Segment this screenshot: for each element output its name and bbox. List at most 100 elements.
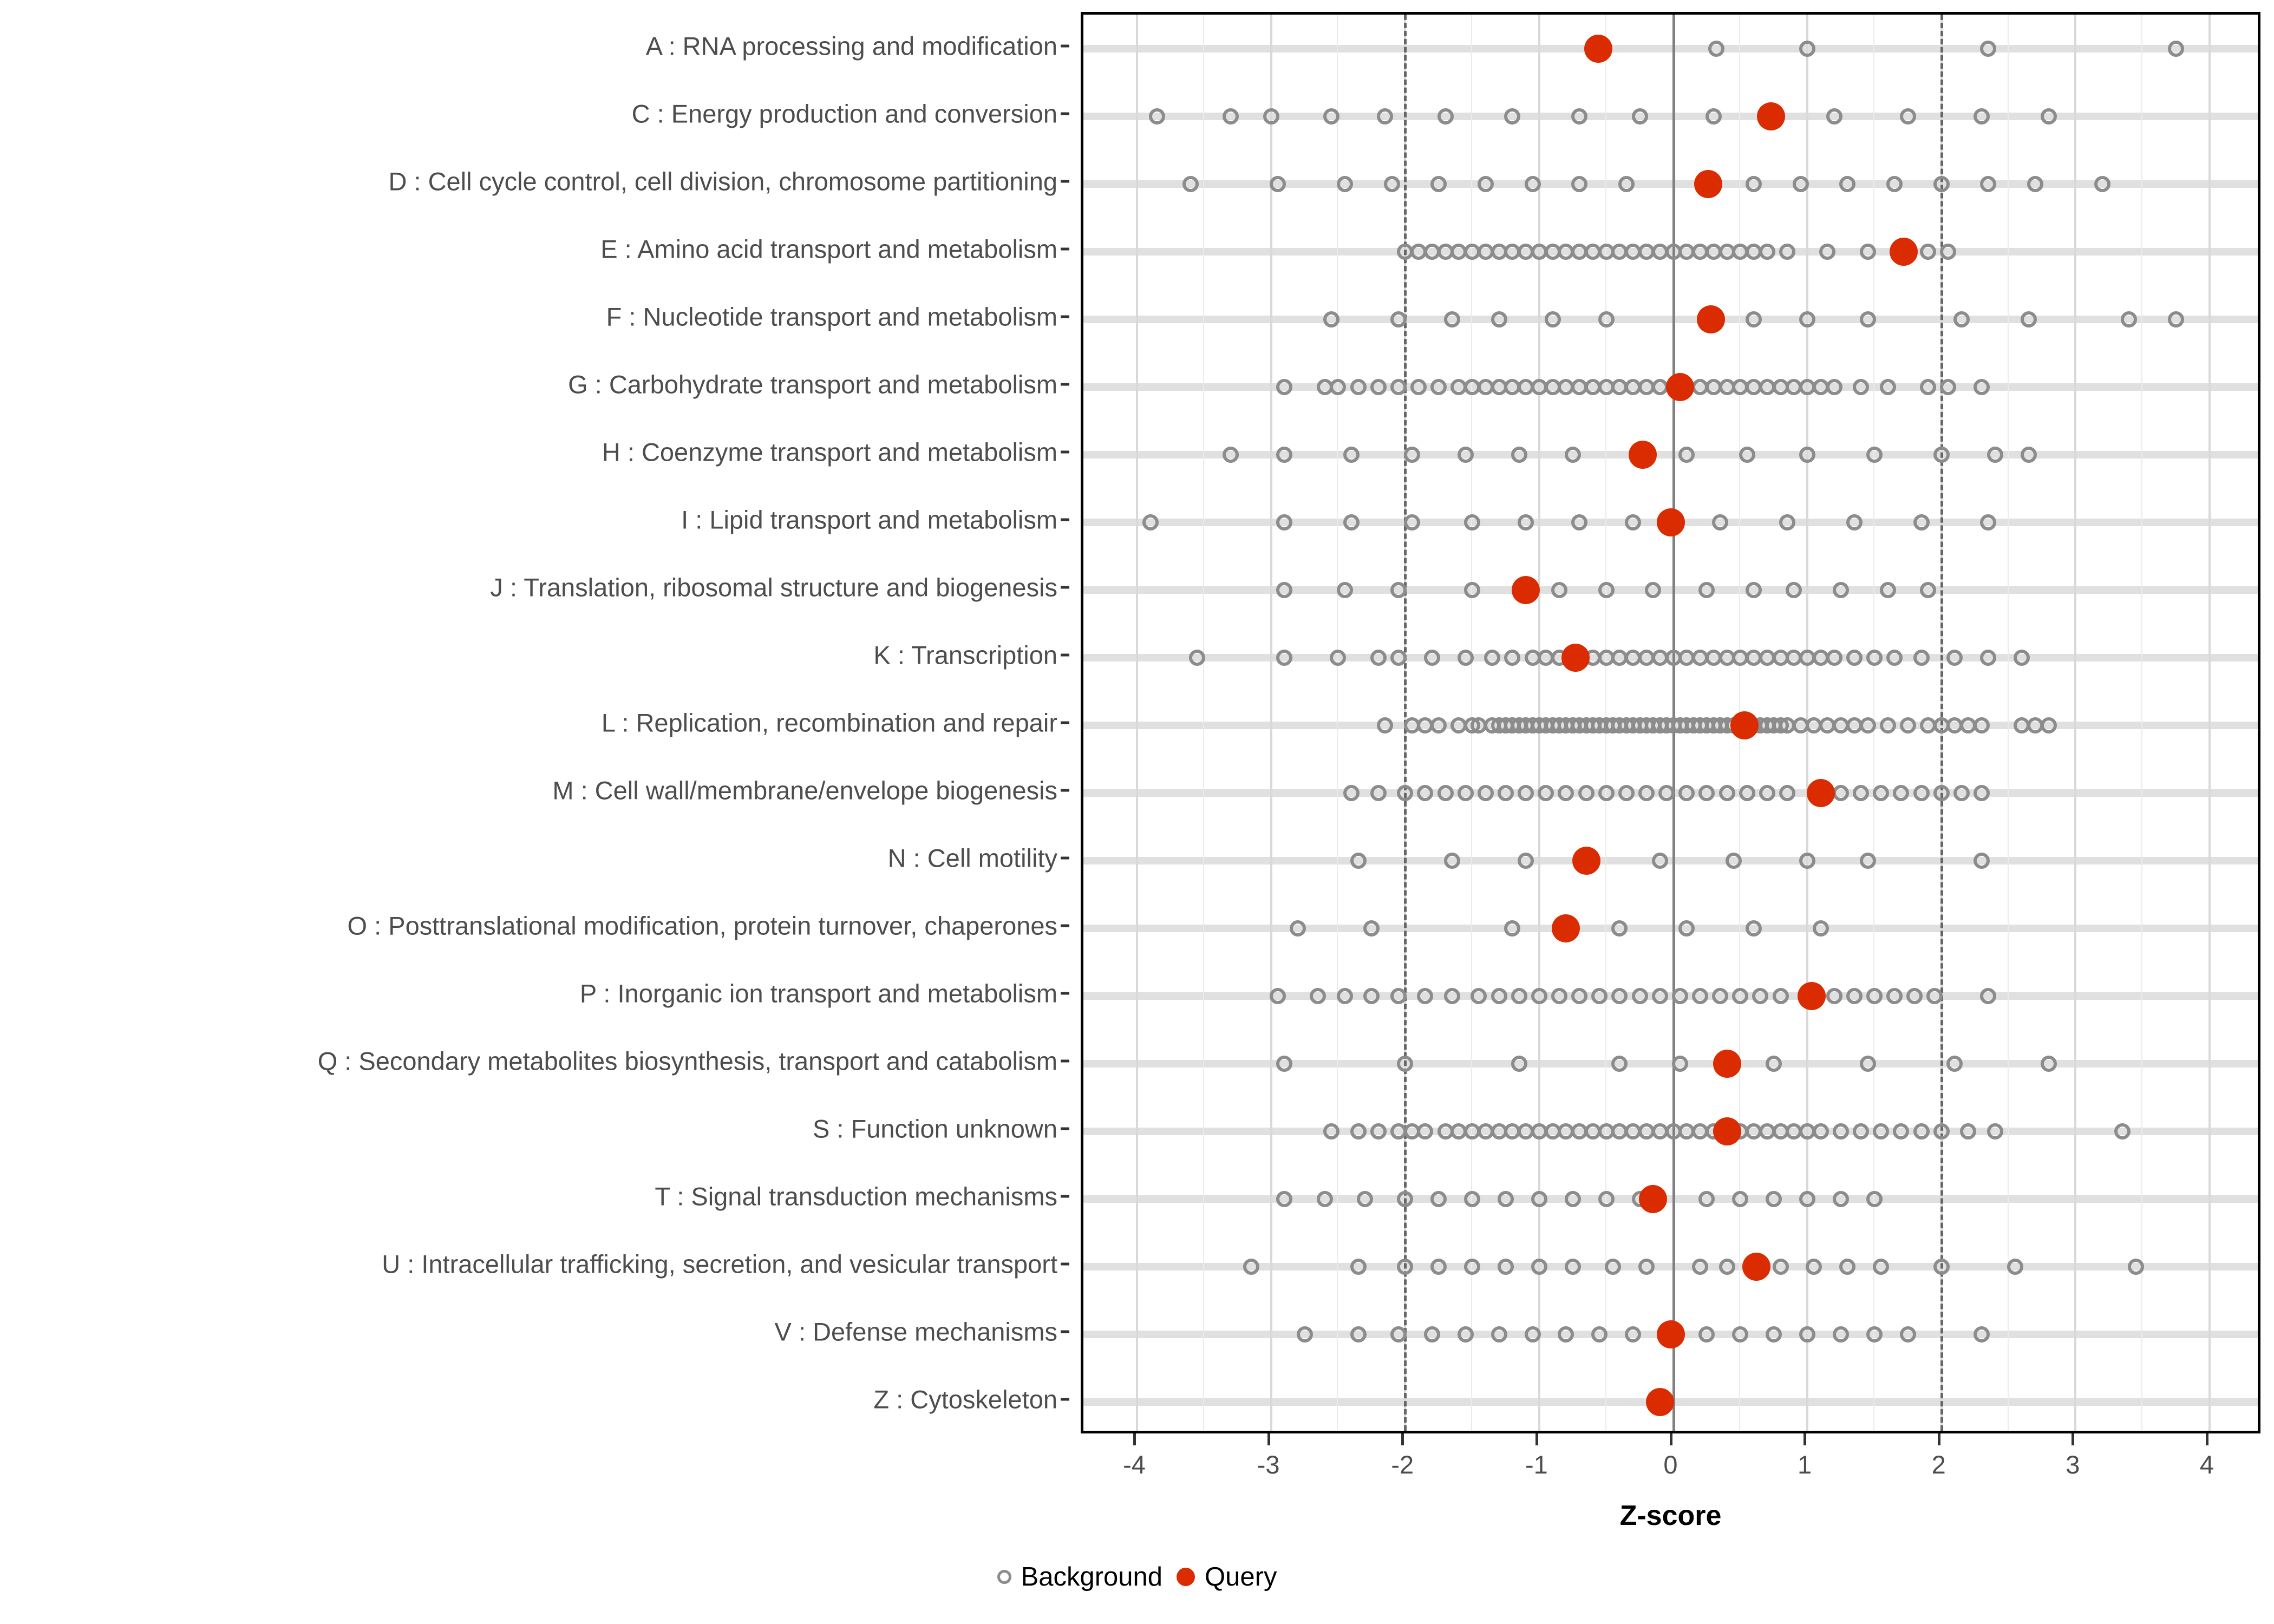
background-point bbox=[1933, 1259, 1950, 1275]
background-point bbox=[1873, 785, 1890, 802]
background-point bbox=[1960, 1123, 1977, 1140]
query-point[interactable] bbox=[1742, 1253, 1771, 1281]
background-point bbox=[1833, 785, 1850, 802]
background-point bbox=[1497, 1191, 1514, 1208]
background-point bbox=[1766, 1191, 1782, 1208]
query-point[interactable] bbox=[1713, 1050, 1741, 1078]
background-point bbox=[1403, 446, 1420, 463]
background-point bbox=[1919, 243, 1936, 260]
background-point bbox=[1518, 853, 1534, 869]
query-point[interactable] bbox=[1645, 1388, 1674, 1417]
background-point bbox=[1819, 243, 1836, 260]
x-gridline bbox=[2208, 15, 2211, 1431]
query-point[interactable] bbox=[1730, 711, 1759, 739]
background-point bbox=[1698, 1191, 1715, 1208]
y-axis-tick-label: S : Function unknown bbox=[813, 1114, 1057, 1143]
background-point bbox=[1383, 175, 1400, 192]
background-point bbox=[1933, 785, 1950, 802]
background-point bbox=[1873, 1123, 1890, 1140]
background-point bbox=[1430, 717, 1447, 734]
background-point bbox=[1611, 1056, 1628, 1072]
background-point bbox=[1732, 1326, 1749, 1343]
query-point[interactable] bbox=[1806, 779, 1835, 808]
y-axis-tick-mark bbox=[1061, 1262, 1069, 1266]
background-point bbox=[1899, 108, 1916, 125]
background-point bbox=[1457, 446, 1474, 463]
row-gridline bbox=[1083, 992, 2258, 1000]
background-point bbox=[1953, 311, 1970, 328]
background-point bbox=[1491, 988, 1507, 1005]
background-point bbox=[1933, 175, 1950, 192]
background-point bbox=[1893, 1123, 1910, 1140]
background-point bbox=[1491, 311, 1507, 328]
query-point[interactable] bbox=[1656, 1320, 1685, 1349]
background-point bbox=[1564, 1191, 1581, 1208]
background-point bbox=[1142, 514, 1159, 531]
row-gridline bbox=[1083, 586, 2258, 594]
background-point bbox=[1833, 1123, 1850, 1140]
query-point[interactable] bbox=[1665, 372, 1694, 401]
y-axis-tick-mark bbox=[1061, 1127, 1069, 1130]
background-point bbox=[1799, 311, 1816, 328]
query-point[interactable] bbox=[1656, 508, 1685, 536]
query-point[interactable] bbox=[1639, 1185, 1668, 1214]
query-point[interactable] bbox=[1628, 440, 1657, 469]
background-point bbox=[1390, 581, 1407, 598]
x-axis-tick-label: 4 bbox=[2199, 1450, 2214, 1479]
y-axis-tick-label: Q : Secondary metabolites biosynthesis, … bbox=[317, 1046, 1057, 1076]
y-axis-tick-label: U : Intracellular trafficking, secretion… bbox=[382, 1249, 1057, 1279]
background-point bbox=[1276, 581, 1293, 598]
background-point bbox=[1708, 40, 1724, 57]
background-point bbox=[1296, 1326, 1313, 1343]
query-point[interactable] bbox=[1696, 305, 1725, 333]
query-point[interactable] bbox=[1561, 643, 1590, 672]
background-point bbox=[1846, 514, 1863, 531]
y-axis-tick-label: A : RNA processing and modification bbox=[645, 31, 1057, 61]
background-point bbox=[1833, 1191, 1850, 1208]
query-point[interactable] bbox=[1797, 982, 1826, 1011]
background-point bbox=[1518, 785, 1534, 802]
background-point bbox=[1182, 175, 1199, 192]
background-point bbox=[1651, 988, 1668, 1005]
background-point bbox=[1919, 581, 1936, 598]
background-point bbox=[1243, 1259, 1259, 1275]
query-point[interactable] bbox=[1694, 169, 1722, 198]
background-point bbox=[2168, 311, 2185, 328]
background-point bbox=[1524, 175, 1541, 192]
background-point bbox=[2168, 40, 2185, 57]
query-point[interactable] bbox=[1757, 102, 1786, 130]
x-axis-tick-label: -3 bbox=[1257, 1450, 1280, 1479]
background-point bbox=[1859, 853, 1876, 869]
y-axis-tick-mark bbox=[1061, 112, 1069, 115]
legend-item-background: Background bbox=[997, 1562, 1162, 1592]
background-point bbox=[1826, 649, 1842, 666]
background-point bbox=[1558, 785, 1574, 802]
background-point bbox=[1363, 988, 1380, 1005]
y-axis-tick-label: M : Cell wall/membrane/envelope biogenes… bbox=[552, 776, 1057, 805]
x-axis-title: Z-score bbox=[1619, 1500, 1722, 1531]
background-point bbox=[1826, 988, 1842, 1005]
query-point[interactable] bbox=[1713, 1117, 1741, 1146]
query-point[interactable] bbox=[1552, 914, 1580, 943]
background-point bbox=[1766, 1056, 1782, 1072]
background-point bbox=[1698, 1326, 1715, 1343]
query-point[interactable] bbox=[1584, 34, 1612, 63]
background-point bbox=[1732, 988, 1749, 1005]
background-point bbox=[1812, 920, 1829, 937]
background-point bbox=[1611, 988, 1628, 1005]
y-axis-tick-label: G : Carbohydrate transport and metabolis… bbox=[568, 370, 1057, 399]
background-point bbox=[1980, 40, 1997, 57]
x-axis-tick-mark bbox=[1803, 1433, 1807, 1445]
background-point bbox=[1786, 581, 1802, 598]
background-point bbox=[1853, 785, 1870, 802]
background-point bbox=[1933, 1123, 1950, 1140]
background-point bbox=[1457, 785, 1474, 802]
query-point[interactable] bbox=[1890, 237, 1918, 266]
row-gridline bbox=[1083, 857, 2258, 865]
row-gridline bbox=[1083, 1060, 2258, 1068]
y-axis-tick-label: F : Nucleotide transport and metabolism bbox=[606, 302, 1057, 331]
query-point[interactable] bbox=[1512, 575, 1540, 604]
open-circle-icon bbox=[997, 1570, 1011, 1584]
query-point[interactable] bbox=[1572, 847, 1600, 875]
background-point bbox=[1746, 175, 1762, 192]
